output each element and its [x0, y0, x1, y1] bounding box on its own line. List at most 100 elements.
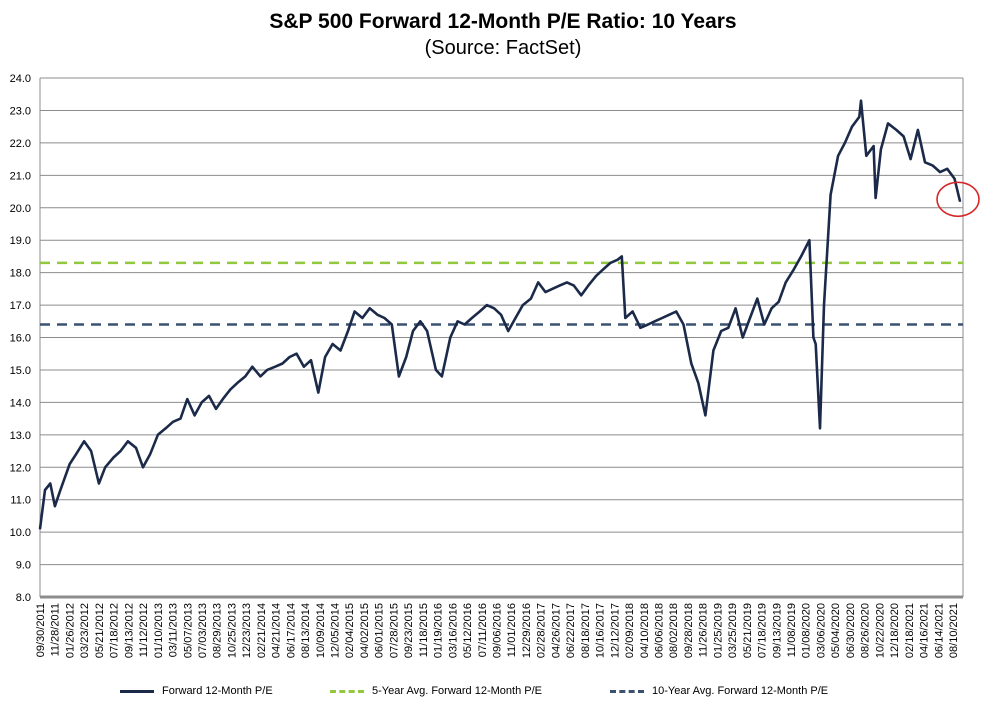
- y-tick-label: 9.0: [16, 560, 31, 572]
- x-tick-label: 08/29/2013: [212, 603, 224, 658]
- data-point: [770, 307, 773, 310]
- data-point: [727, 326, 730, 329]
- data-point: [435, 369, 437, 371]
- x-tick-label: 12/18/2020: [889, 603, 901, 658]
- data-point: [668, 313, 671, 316]
- data-point: [573, 284, 575, 287]
- x-tick-label: 02/28/2017: [536, 603, 548, 658]
- data-point: [741, 336, 744, 339]
- data-point: [259, 375, 262, 378]
- x-tick-label: 04/21/2014: [271, 603, 283, 658]
- x-tick-label: 05/21/2019: [742, 603, 754, 658]
- data-point: [83, 440, 85, 443]
- x-tick-label: 07/28/2015: [388, 603, 400, 658]
- data-point: [405, 356, 408, 358]
- y-tick-label: 13.0: [10, 430, 31, 442]
- data-point: [697, 382, 700, 384]
- data-point: [931, 164, 934, 167]
- y-tick-label: 12.0: [10, 462, 31, 474]
- data-point: [441, 375, 443, 378]
- data-point: [49, 482, 52, 485]
- data-point: [690, 362, 693, 365]
- data-point: [463, 323, 466, 326]
- data-point: [347, 330, 349, 332]
- data-point: [959, 200, 961, 203]
- data-point: [939, 171, 942, 173]
- data-point: [844, 141, 846, 144]
- y-tick-label: 24.0: [10, 73, 31, 85]
- x-tick-label: 01/25/2019: [712, 603, 724, 658]
- x-tick-label: 08/13/2014: [300, 603, 312, 658]
- data-point: [310, 359, 312, 362]
- data-point: [426, 330, 428, 332]
- data-point: [851, 125, 853, 128]
- x-tick-label: 05/04/2020: [830, 603, 842, 658]
- data-point: [419, 320, 422, 323]
- data-point: [98, 482, 100, 485]
- data-point: [682, 323, 685, 326]
- data-point: [946, 167, 949, 170]
- data-point: [521, 304, 524, 306]
- data-point: [953, 177, 956, 180]
- x-tick-label: 11/26/2018: [698, 603, 710, 657]
- x-tick-label: 08/10/2021: [948, 603, 960, 658]
- x-tick-label: 03/25/2019: [727, 603, 739, 658]
- y-tick-label: 23.0: [10, 105, 31, 117]
- data-point: [221, 398, 224, 401]
- x-tick-label: 08/02/2018: [668, 603, 680, 658]
- x-tick-label: 10/25/2013: [226, 603, 238, 658]
- x-tick-label: 02/04/2015: [344, 603, 356, 658]
- data-point: [149, 453, 151, 456]
- data-point: [324, 356, 326, 358]
- x-tick-label: 06/01/2015: [374, 603, 386, 658]
- data-point: [580, 294, 583, 297]
- x-tick-label: 09/06/2016: [492, 603, 504, 658]
- data-point: [909, 158, 912, 160]
- data-point: [244, 375, 247, 378]
- data-point: [353, 310, 356, 313]
- x-tick-label: 06/06/2018: [653, 603, 665, 658]
- data-point: [368, 307, 371, 310]
- legend-label-10yr-avg: 10-Year Avg. Forward 12-Month P/E: [652, 685, 829, 697]
- data-point: [823, 304, 825, 306]
- data-point: [44, 489, 46, 491]
- y-tick-label: 19.0: [10, 235, 31, 247]
- data-point: [784, 281, 787, 284]
- x-tick-label: 07/18/2012: [109, 603, 121, 658]
- legend: Forward 12-Month P/E 5-Year Avg. Forward…: [0, 683, 1006, 699]
- data-point: [75, 453, 77, 456]
- x-tick-label: 02/09/2018: [624, 603, 636, 658]
- data-point: [361, 317, 364, 319]
- x-tick-label: 11/08/2019: [786, 603, 798, 657]
- data-point: [186, 398, 189, 401]
- data-point: [902, 135, 905, 138]
- data-point: [59, 489, 62, 491]
- data-point: [193, 414, 196, 417]
- x-tick-label: 06/17/2014: [285, 603, 297, 658]
- x-tick-label: 07/03/2013: [197, 603, 209, 658]
- data-point: [376, 313, 379, 316]
- x-tick-label: 07/11/2016: [477, 603, 489, 657]
- data-point: [756, 297, 759, 300]
- data-point: [814, 343, 817, 345]
- x-tick-label: 11/28/2011: [50, 603, 62, 656]
- x-tick-label: 06/30/2020: [845, 603, 857, 658]
- data-point: [104, 466, 107, 469]
- x-tick-label: 05/12/2016: [462, 603, 474, 658]
- data-point: [514, 317, 517, 319]
- data-point: [653, 320, 656, 323]
- chart-subtitle: (Source: FactSet): [424, 37, 582, 59]
- data-point: [661, 317, 663, 319]
- y-tick-label: 8.0: [16, 592, 31, 604]
- data-point: [620, 255, 623, 258]
- data-point: [812, 336, 815, 339]
- data-point: [865, 154, 868, 157]
- x-tick-label: 09/13/2012: [123, 603, 135, 658]
- legend-item-forward-pe: Forward 12-Month P/E: [120, 683, 273, 699]
- data-point: [449, 336, 452, 339]
- y-tick-label: 17.0: [10, 300, 31, 312]
- x-tick-label: 03/23/2012: [79, 603, 91, 658]
- data-point: [749, 317, 751, 319]
- x-tick-label: 01/26/2012: [64, 603, 76, 658]
- data-point: [544, 291, 547, 293]
